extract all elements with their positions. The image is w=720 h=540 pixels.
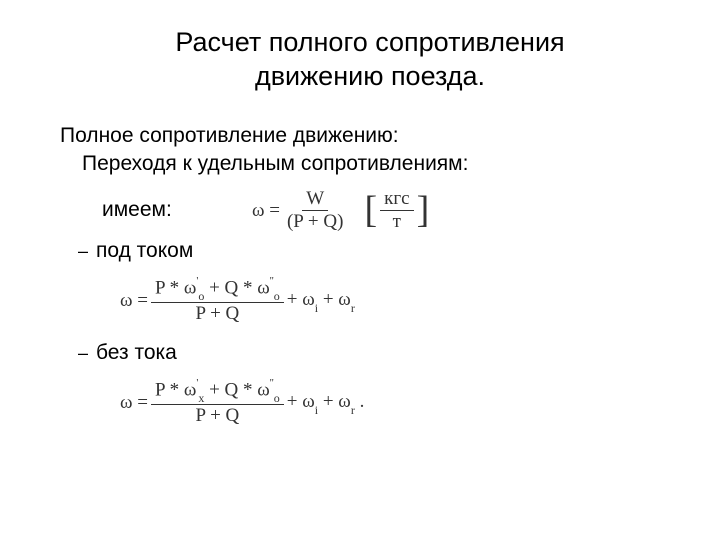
formula-under-current: ω = P * ω'о + Q * ω''о P + Q + ωi + ωr — [120, 277, 680, 325]
bullet-2-text: без тока — [96, 339, 177, 367]
f2-fraction: P * ω'о + Q * ω''о P + Q — [151, 277, 284, 325]
bullet-row-2: – без тока — [78, 339, 680, 367]
f2-num: P * ω'о + Q * ω''о — [151, 277, 284, 303]
f2-den: P + Q — [191, 303, 243, 325]
formula-omega-definition: ω = W (P + Q) [ кгс т ] — [252, 188, 429, 233]
f1-unit-num: кгс — [380, 188, 413, 211]
bracket-left-icon: [ — [364, 193, 377, 227]
f1-units: [ кгс т ] — [364, 188, 429, 233]
slide-title: Расчет полного сопротивления движению по… — [60, 26, 680, 94]
paragraph-line-1: Полное сопротивление движению: — [60, 122, 680, 150]
formula-without-current: ω = P * ω'x + Q * ω''о P + Q + ωi + ωr . — [120, 379, 680, 427]
f2-lhs: ω = — [120, 290, 148, 312]
f1-den: (P + Q) — [283, 211, 347, 233]
f3-den: P + Q — [191, 405, 243, 427]
bullet-row-1: – под током — [78, 237, 680, 265]
f2-tail: + ωi + ωr — [287, 289, 355, 314]
text-have: имеем: — [102, 196, 242, 224]
title-line-1: Расчет полного сопротивления — [175, 27, 564, 57]
f3-lhs: ω = — [120, 392, 148, 414]
dash-icon: – — [78, 339, 96, 367]
bullet-1-text: под током — [96, 237, 193, 265]
f1-unit-den: т — [389, 211, 405, 233]
f1-lhs: ω = — [252, 200, 280, 222]
paragraph-line-2: Переходя к удельным сопротивлениям: — [82, 150, 680, 178]
f1-fraction: W (P + Q) — [283, 188, 347, 233]
f1-num: W — [302, 188, 328, 211]
dash-icon: – — [78, 237, 96, 265]
title-line-2: движению поезда. — [255, 61, 485, 91]
f3-tail: + ωi + ωr . — [287, 391, 365, 416]
row-have-with-formula: имеем: ω = W (P + Q) [ кгс т ] — [102, 188, 680, 233]
bracket-right-icon: ] — [417, 193, 430, 227]
f3-fraction: P * ω'x + Q * ω''о P + Q — [151, 379, 284, 427]
slide: Расчет полного сопротивления движению по… — [0, 0, 720, 540]
f3-num: P * ω'x + Q * ω''о — [151, 379, 284, 405]
